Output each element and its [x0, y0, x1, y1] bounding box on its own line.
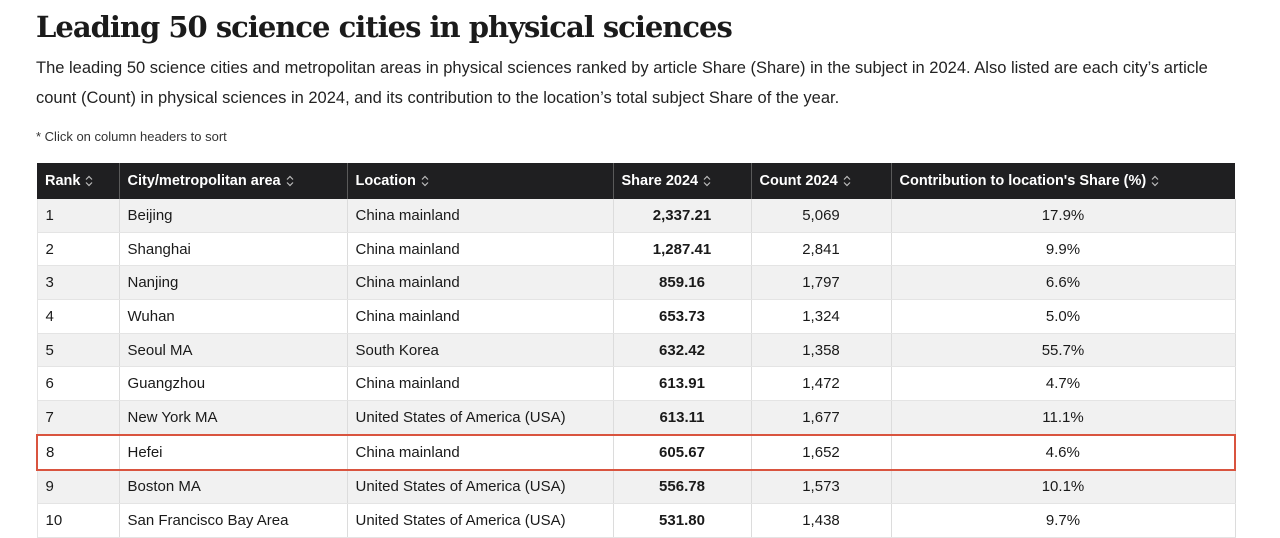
cell-share: 859.16	[613, 265, 752, 301]
cell-contribution: 5.0%	[891, 299, 1236, 334]
page-subtitle: The leading 50 science cities and metrop…	[36, 59, 1208, 107]
cell-location: China mainland	[347, 199, 614, 233]
cell-count: 1,797	[751, 265, 892, 301]
cell-share: 2,337.21	[613, 199, 752, 233]
column-header-location[interactable]: Location	[347, 163, 614, 199]
cell-count: 1,324	[751, 299, 892, 334]
cell-location: China mainland	[347, 265, 614, 301]
cell-share: 1,287.41	[613, 232, 752, 267]
sort-updown-icon	[286, 175, 294, 187]
cell-location: China mainland	[347, 366, 614, 402]
column-label: Count 2024	[759, 173, 838, 189]
table-row: 2 Shanghai China mainland 1,287.41 2,841…	[36, 232, 1236, 267]
cell-contribution: 17.9%	[891, 199, 1236, 233]
sort-updown-icon	[843, 175, 851, 187]
cell-share: 613.91	[613, 366, 752, 402]
sort-updown-icon	[1151, 175, 1159, 187]
cell-share: 632.42	[613, 333, 752, 368]
sort-updown-icon	[421, 175, 429, 187]
cell-location: South Korea	[347, 333, 614, 368]
column-header-contribution[interactable]: Contribution to location's Share (%)	[891, 163, 1235, 199]
cell-rank: 2	[36, 232, 120, 267]
science-cities-table: Rank City/metropolitan area Location Sha…	[36, 163, 1236, 538]
column-header-city[interactable]: City/metropolitan area	[119, 163, 348, 199]
cell-contribution: 55.7%	[891, 333, 1236, 368]
table-row: 5 Seoul MA South Korea 632.42 1,358 55.7…	[36, 333, 1236, 368]
table-row: 10 San Francisco Bay Area United States …	[36, 503, 1236, 538]
cell-count: 1,438	[751, 503, 892, 538]
cell-location: China mainland	[347, 232, 614, 267]
table-header-row: Rank City/metropolitan area Location Sha…	[37, 163, 1235, 199]
sort-updown-icon	[703, 175, 711, 187]
cell-share: 613.11	[613, 400, 752, 436]
cell-city: Seoul MA	[119, 333, 348, 368]
table-row: 9 Boston MA United States of America (US…	[36, 469, 1236, 505]
column-label: Share 2024	[621, 173, 699, 189]
column-label: City/metropolitan area	[127, 173, 281, 189]
cell-location: United States of America (USA)	[347, 400, 614, 436]
sort-note: * Click on column headers to sort	[36, 129, 227, 144]
page-title: Leading 50 science cities in physical sc…	[36, 10, 733, 44]
cell-city: Hefei	[119, 433, 348, 471]
cell-contribution: 6.6%	[891, 265, 1236, 301]
cell-count: 1,573	[751, 469, 892, 505]
cell-count: 1,472	[751, 366, 892, 402]
cell-location: United States of America (USA)	[347, 503, 614, 538]
cell-rank: 3	[36, 265, 120, 301]
cell-share: 605.67	[613, 433, 752, 471]
cell-count: 1,652	[751, 433, 892, 471]
cell-count: 2,841	[751, 232, 892, 267]
cell-contribution: 4.6%	[891, 433, 1236, 471]
column-label: Contribution to location's Share (%)	[899, 173, 1147, 189]
cell-share: 531.80	[613, 503, 752, 538]
column-label: Location	[355, 173, 416, 189]
cell-rank: 5	[36, 333, 120, 368]
column-header-rank[interactable]: Rank	[37, 163, 120, 199]
cell-rank: 6	[36, 366, 120, 402]
cell-city: San Francisco Bay Area	[119, 503, 348, 538]
cell-city: Beijing	[119, 199, 348, 233]
cell-rank: 1	[36, 199, 120, 233]
cell-contribution: 10.1%	[891, 469, 1236, 505]
cell-rank: 4	[36, 299, 120, 334]
table-row-highlighted: 8 Hefei China mainland 605.67 1,652 4.6%	[36, 433, 1236, 471]
table-row: 6 Guangzhou China mainland 613.91 1,472 …	[36, 366, 1236, 402]
column-label: Rank	[45, 173, 81, 189]
cell-location: United States of America (USA)	[347, 469, 614, 505]
table-row: 3 Nanjing China mainland 859.16 1,797 6.…	[36, 265, 1236, 301]
cell-city: Wuhan	[119, 299, 348, 334]
cell-city: Nanjing	[119, 265, 348, 301]
cell-rank: 9	[36, 469, 120, 505]
column-header-share[interactable]: Share 2024	[613, 163, 752, 199]
column-header-count[interactable]: Count 2024	[751, 163, 892, 199]
table-row: 7 New York MA United States of America (…	[36, 400, 1236, 436]
cell-location: China mainland	[347, 433, 614, 471]
cell-city: Guangzhou	[119, 366, 348, 402]
cell-location: China mainland	[347, 299, 614, 334]
cell-contribution: 11.1%	[891, 400, 1236, 436]
table-row: 4 Wuhan China mainland 653.73 1,324 5.0%	[36, 299, 1236, 334]
cell-city: Shanghai	[119, 232, 348, 267]
cell-share: 556.78	[613, 469, 752, 505]
cell-rank: 10	[36, 503, 120, 538]
table-row: 1 Beijing China mainland 2,337.21 5,069 …	[36, 199, 1236, 233]
sort-updown-icon	[86, 175, 93, 187]
cell-rank: 8	[36, 433, 120, 471]
cell-count: 5,069	[751, 199, 892, 233]
cell-count: 1,677	[751, 400, 892, 436]
cell-contribution: 9.7%	[891, 503, 1236, 538]
cell-share: 653.73	[613, 299, 752, 334]
cell-count: 1,358	[751, 333, 892, 368]
cell-city: New York MA	[119, 400, 348, 436]
cell-rank: 7	[36, 400, 120, 436]
cell-city: Boston MA	[119, 469, 348, 505]
cell-contribution: 9.9%	[891, 232, 1236, 267]
cell-contribution: 4.7%	[891, 366, 1236, 402]
